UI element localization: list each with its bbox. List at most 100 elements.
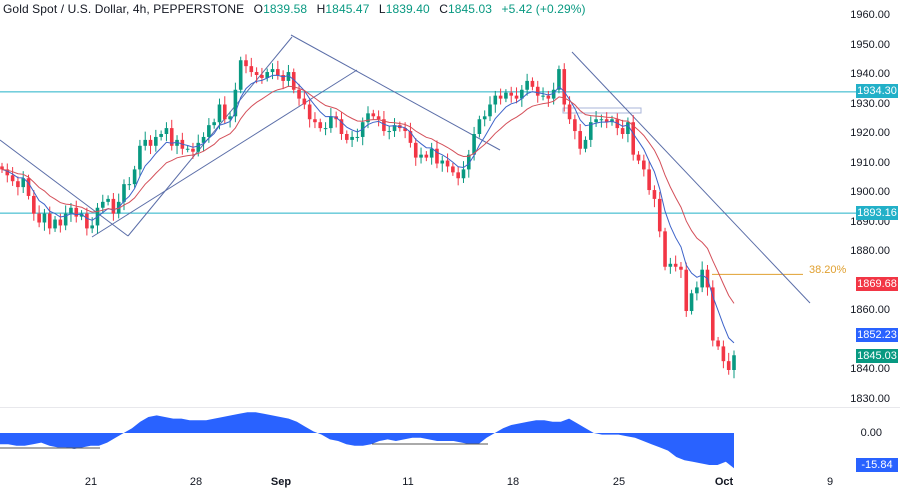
candle-body [366,113,370,123]
candlesticks [0,54,736,379]
candle-body [127,184,132,186]
candle-body [111,198,116,214]
candle-body [90,225,94,229]
candle-body [291,72,296,90]
candle-body [419,154,423,158]
low-value: 1839.40 [385,2,430,16]
candle-body [488,104,492,117]
time-tick: Sep [270,476,292,488]
time-tick: 25 [612,476,626,488]
candle-body [408,131,413,143]
candle-body [520,89,524,99]
price-tick: 1900.00 [850,186,890,198]
candle-body [721,346,726,362]
candle-body [58,219,63,226]
candle-body [636,154,641,161]
high-label: H [316,2,326,16]
candle-body [461,169,466,179]
high-value: 1845.47 [325,2,370,16]
candle-body [732,355,736,370]
low-label: L [378,2,386,16]
candle-body [387,131,392,133]
price-tick: 1880.00 [850,245,890,257]
candle-body [403,128,407,132]
symbol-title: Gold Spot / U.S. Dollar, 4h, PEPPERSTONE [3,2,245,16]
fib-38-label: 38.20% [809,264,847,276]
candle-body [53,219,57,229]
candle-body [477,119,482,134]
candle-body [626,122,630,134]
horizontal-levels[interactable] [0,91,856,275]
candle-body [525,80,529,90]
close-label: C [439,2,448,16]
candle-body [79,213,84,217]
time-tick: 9 [826,476,834,488]
candle-body [456,172,460,179]
moving-averages [1,74,735,344]
candle-body [344,134,349,140]
candle-body [445,160,450,167]
candle-body [21,178,26,188]
candle-body [710,287,715,341]
candle-body [201,136,206,143]
candle-body [196,142,201,152]
candle-body [16,181,20,188]
candle-body [169,128,174,146]
price-tick: 1910.00 [850,156,890,169]
price-tick: 1930.00 [850,97,890,110]
candle-body [254,72,259,75]
candle-body [482,116,487,120]
candle-body [212,122,216,126]
candle-body [498,95,503,99]
candle-body [350,136,354,140]
candle-body [573,119,577,132]
candle-body [238,60,243,90]
candle-body [323,128,328,130]
candle-body [302,98,307,105]
oscillator-pane [0,412,734,469]
candle-body [85,213,89,229]
candle-body [466,154,471,170]
candle-body [100,201,105,208]
time-tick: Oct [714,476,734,488]
candle-body [472,134,476,155]
candle-body [10,175,15,182]
candle-body [376,116,381,120]
pane-divider[interactable] [0,407,900,408]
candle-body [530,80,535,87]
open-value: 1839.58 [263,2,308,16]
candle-body [673,263,678,267]
candle-body [594,119,598,123]
candle-body [318,122,323,129]
candle-body [355,136,360,138]
candle-body [509,92,514,96]
trendlines[interactable] [0,34,811,304]
candle-body [429,148,434,158]
candle-body [249,66,254,73]
trendline [0,139,129,237]
price-tick: 1840.00 [850,363,890,375]
candle-body [684,269,689,311]
candle-body [26,178,31,196]
candle-body [63,213,68,226]
candle-body [679,266,683,270]
candle-body [546,95,551,99]
ema-fast-line [1,74,735,344]
candle-body [217,104,222,123]
price-tick: 1940.00 [850,68,890,80]
oscillator-tag: -15.84 [856,458,898,472]
change-value: +5.42 (+0.29%) [501,2,586,16]
trendline [571,51,811,304]
candle-body [424,154,429,158]
candle-body [207,125,211,137]
candle-body [657,198,662,232]
ema-slow-tag: 1869.68 [856,277,898,291]
candle-body [541,95,545,97]
price-tick: 1830.00 [850,392,890,405]
trendline [91,69,358,238]
candle-body [652,190,657,199]
candle-body [514,95,519,99]
candle-body [620,128,625,134]
candle-body [233,89,238,117]
